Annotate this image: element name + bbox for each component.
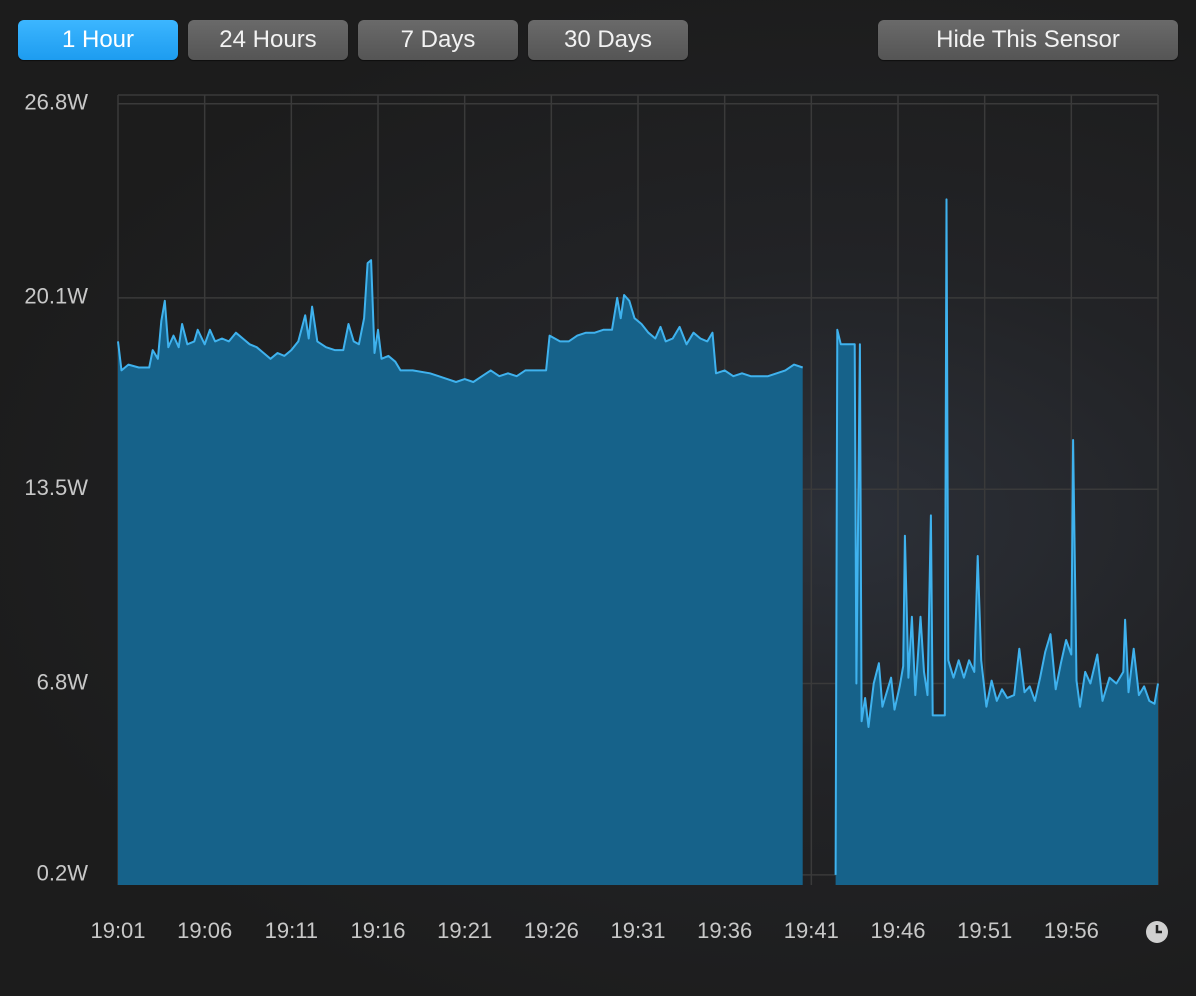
- x-tick-label: 19:31: [610, 918, 665, 943]
- y-tick-label: 26.8W: [24, 90, 88, 115]
- y-tick-label: 6.8W: [37, 669, 89, 694]
- x-tick-label: 19:21: [437, 918, 492, 943]
- y-tick-label: 0.2W: [37, 861, 89, 886]
- range-button[interactable]: 24 Hours: [188, 20, 348, 60]
- hide-sensor-button[interactable]: Hide This Sensor: [878, 20, 1178, 60]
- range-button[interactable]: 1 Hour: [18, 20, 178, 60]
- x-tick-label: 19:41: [784, 918, 839, 943]
- y-tick-label: 13.5W: [24, 475, 88, 500]
- x-tick-label: 19:36: [697, 918, 752, 943]
- y-tick-label: 20.1W: [24, 284, 88, 309]
- x-tick-label: 19:51: [957, 918, 1012, 943]
- range-button[interactable]: 7 Days: [358, 20, 518, 60]
- line: [117, 198, 1159, 875]
- x-tick-label: 19:56: [1044, 918, 1099, 943]
- x-tick-label: 19:46: [870, 918, 925, 943]
- clock-icon: [1146, 921, 1168, 943]
- x-tick-label: 19:26: [524, 918, 579, 943]
- x-tick-label: 19:01: [90, 918, 145, 943]
- x-tick-label: 19:16: [350, 918, 405, 943]
- x-tick-label: 19:06: [177, 918, 232, 943]
- range-button[interactable]: 30 Days: [528, 20, 688, 60]
- x-tick-label: 19:11: [265, 918, 318, 943]
- area-fill: [118, 199, 1158, 885]
